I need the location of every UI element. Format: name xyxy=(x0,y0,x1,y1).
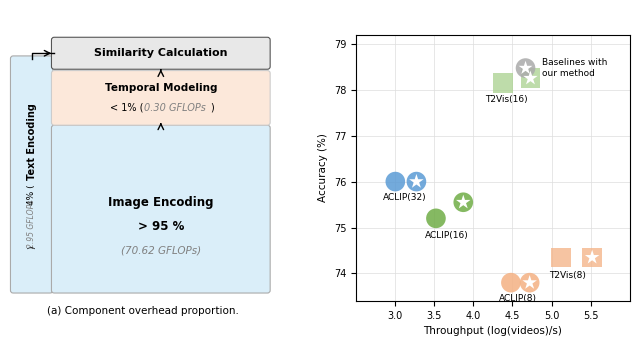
Text: Temporal Modeling: Temporal Modeling xyxy=(104,83,217,93)
Text: 0.30 GFLOPs: 0.30 GFLOPs xyxy=(144,103,206,113)
Text: > 95 %: > 95 % xyxy=(137,220,184,233)
Point xyxy=(411,179,422,184)
Text: T2Vis(8): T2Vis(8) xyxy=(550,271,586,280)
Point xyxy=(431,216,441,221)
Text: T2Vis(16): T2Vis(16) xyxy=(485,95,528,104)
Point xyxy=(556,255,566,260)
Point xyxy=(458,200,468,205)
Point xyxy=(587,255,597,260)
Text: 4% (: 4% ( xyxy=(27,184,36,205)
Point xyxy=(506,280,516,285)
Text: ): ) xyxy=(27,246,36,249)
Point xyxy=(498,80,508,85)
Point xyxy=(525,75,536,81)
Text: (70.62 GFLOPs): (70.62 GFLOPs) xyxy=(121,245,201,255)
Text: Text Encoding: Text Encoding xyxy=(27,103,37,180)
FancyBboxPatch shape xyxy=(10,56,53,293)
Point xyxy=(587,255,597,260)
X-axis label: Throughput (log(videos)/s): Throughput (log(videos)/s) xyxy=(424,326,562,336)
Point xyxy=(391,179,401,184)
Text: 2.95 GFLOPs: 2.95 GFLOPs xyxy=(27,200,36,248)
FancyBboxPatch shape xyxy=(52,71,270,125)
FancyBboxPatch shape xyxy=(52,125,270,293)
Point xyxy=(458,200,468,205)
Point xyxy=(525,280,535,285)
Point xyxy=(525,75,536,81)
Text: (a) Component overhead proportion.: (a) Component overhead proportion. xyxy=(47,306,239,316)
Text: Image Encoding: Image Encoding xyxy=(108,196,214,209)
Text: Similarity Calculation: Similarity Calculation xyxy=(94,48,228,58)
Text: ): ) xyxy=(210,103,214,113)
Point xyxy=(411,179,422,184)
FancyBboxPatch shape xyxy=(52,37,270,69)
Text: ACLIP(16): ACLIP(16) xyxy=(425,231,469,240)
Text: < 1% (: < 1% ( xyxy=(109,103,143,113)
Text: ACLIP(32): ACLIP(32) xyxy=(383,193,427,202)
Point xyxy=(525,280,535,285)
Y-axis label: Accuracy (%): Accuracy (%) xyxy=(319,133,328,202)
Text: ACLIP(8): ACLIP(8) xyxy=(499,294,537,303)
